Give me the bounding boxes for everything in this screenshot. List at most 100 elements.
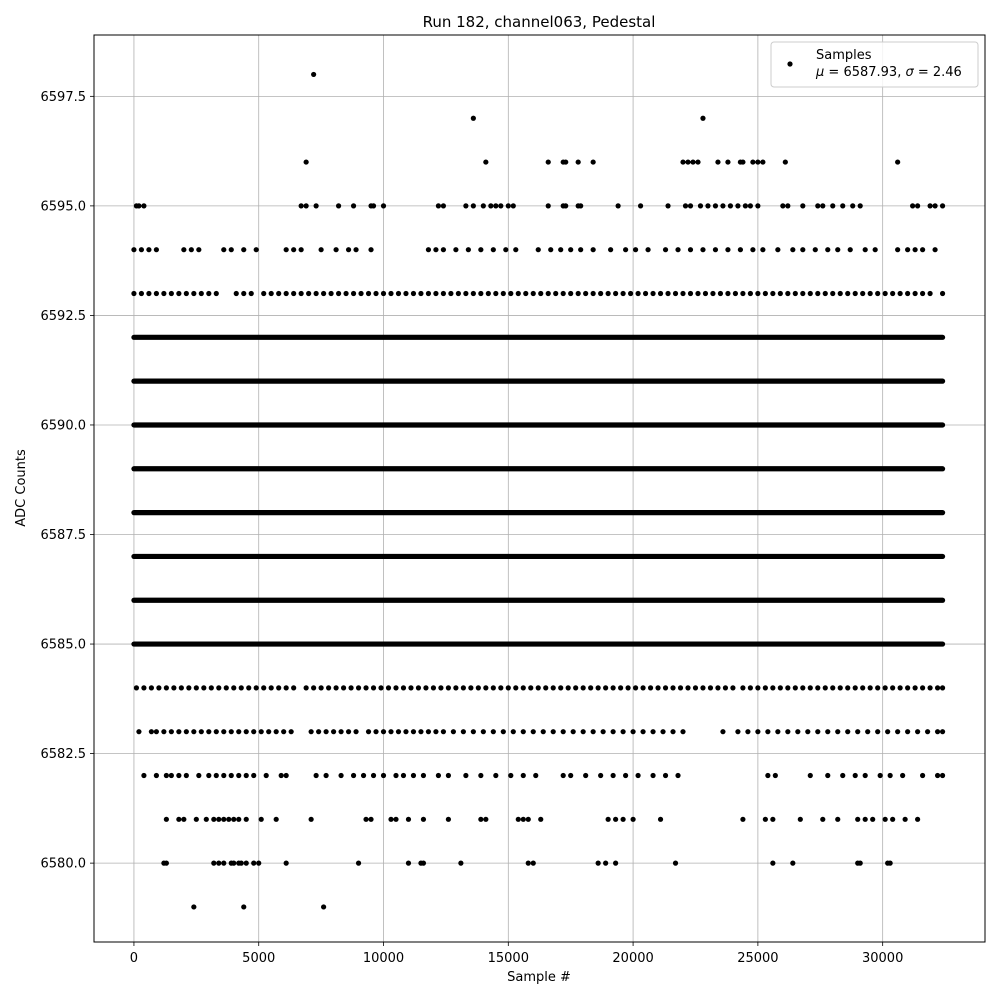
data-point <box>815 290 821 297</box>
data-point <box>353 247 359 253</box>
data-point <box>228 247 234 253</box>
data-point <box>233 290 239 297</box>
data-point <box>403 729 409 735</box>
data-point <box>256 860 262 866</box>
data-point <box>470 729 476 735</box>
data-point <box>782 159 788 165</box>
data-point <box>405 816 412 822</box>
data-point <box>313 203 319 209</box>
data-point <box>236 729 242 735</box>
data-point <box>785 729 791 735</box>
data-point <box>715 685 721 691</box>
data-point <box>176 772 182 779</box>
data-point <box>425 290 432 297</box>
data-point <box>403 290 409 297</box>
data-point <box>825 729 831 735</box>
data-point <box>178 685 184 691</box>
data-point <box>605 816 611 822</box>
data-point <box>939 772 946 779</box>
data-point <box>475 685 481 691</box>
data-point <box>610 772 616 779</box>
data-point <box>470 290 476 297</box>
data-point <box>131 290 137 297</box>
data-point <box>458 860 464 866</box>
data-point <box>276 290 282 297</box>
data-point <box>345 729 352 735</box>
data-point <box>153 772 159 779</box>
data-point <box>493 772 499 779</box>
data-point <box>515 816 521 822</box>
data-point <box>380 203 387 209</box>
data-point <box>303 685 309 691</box>
data-point <box>500 290 506 297</box>
data-point <box>905 247 911 253</box>
data-point <box>755 159 761 165</box>
data-point <box>605 290 611 297</box>
data-point <box>510 203 516 209</box>
data-point <box>176 729 182 735</box>
data-point <box>445 772 452 779</box>
data-point <box>590 729 596 735</box>
data-point <box>483 816 489 822</box>
data-point <box>231 860 237 866</box>
y-tick-label: 6592.5 <box>41 309 87 324</box>
data-point <box>538 816 544 822</box>
data-point <box>795 729 801 735</box>
data-point <box>453 247 459 253</box>
data-point <box>867 290 873 297</box>
data-point <box>478 247 484 253</box>
y-axis-label: ADC Counts <box>14 449 29 527</box>
data-point <box>860 685 866 691</box>
data-point <box>213 290 219 297</box>
data-point <box>503 247 509 253</box>
data-point <box>932 203 938 209</box>
data-point <box>298 203 304 209</box>
data-point <box>138 247 145 253</box>
data-point <box>620 816 626 822</box>
x-tick-label: 20000 <box>612 951 653 966</box>
data-point <box>243 860 249 866</box>
data-point <box>820 203 826 209</box>
data-point <box>815 685 821 691</box>
data-point <box>313 290 319 297</box>
data-point <box>355 685 362 691</box>
legend-sigma-value: = 2.46 <box>914 65 962 80</box>
data-point <box>568 247 574 253</box>
data-point <box>747 203 753 209</box>
data-point <box>890 816 896 822</box>
data-point <box>418 290 424 297</box>
data-point <box>755 729 761 735</box>
data-point <box>133 685 140 691</box>
data-point <box>565 685 571 691</box>
data-point <box>687 290 694 297</box>
data-point <box>680 729 686 735</box>
data-point <box>650 772 656 779</box>
legend-mu-value: = 6587.93, <box>824 65 905 80</box>
data-point <box>812 247 818 253</box>
data-point <box>373 290 379 297</box>
data-point <box>727 203 734 209</box>
x-tick-label: 10000 <box>363 951 404 966</box>
data-point <box>912 290 918 297</box>
data-point <box>408 685 414 691</box>
data-point <box>420 816 427 822</box>
data-point <box>635 772 641 779</box>
data-point <box>183 729 189 735</box>
data-point <box>291 247 297 253</box>
data-point <box>276 685 282 691</box>
data-point <box>355 860 362 866</box>
data-point <box>897 685 903 691</box>
data-point <box>895 159 901 165</box>
data-point <box>323 729 329 735</box>
data-point <box>483 685 489 691</box>
data-point <box>321 290 327 297</box>
data-point <box>505 685 511 691</box>
data-point <box>186 685 192 691</box>
data-point <box>845 729 851 735</box>
legend-mu-symbol: μ <box>815 65 824 80</box>
data-point <box>807 685 813 691</box>
data-point <box>755 203 761 209</box>
data-point <box>627 290 634 297</box>
data-point <box>468 685 474 691</box>
data-point <box>620 729 626 735</box>
